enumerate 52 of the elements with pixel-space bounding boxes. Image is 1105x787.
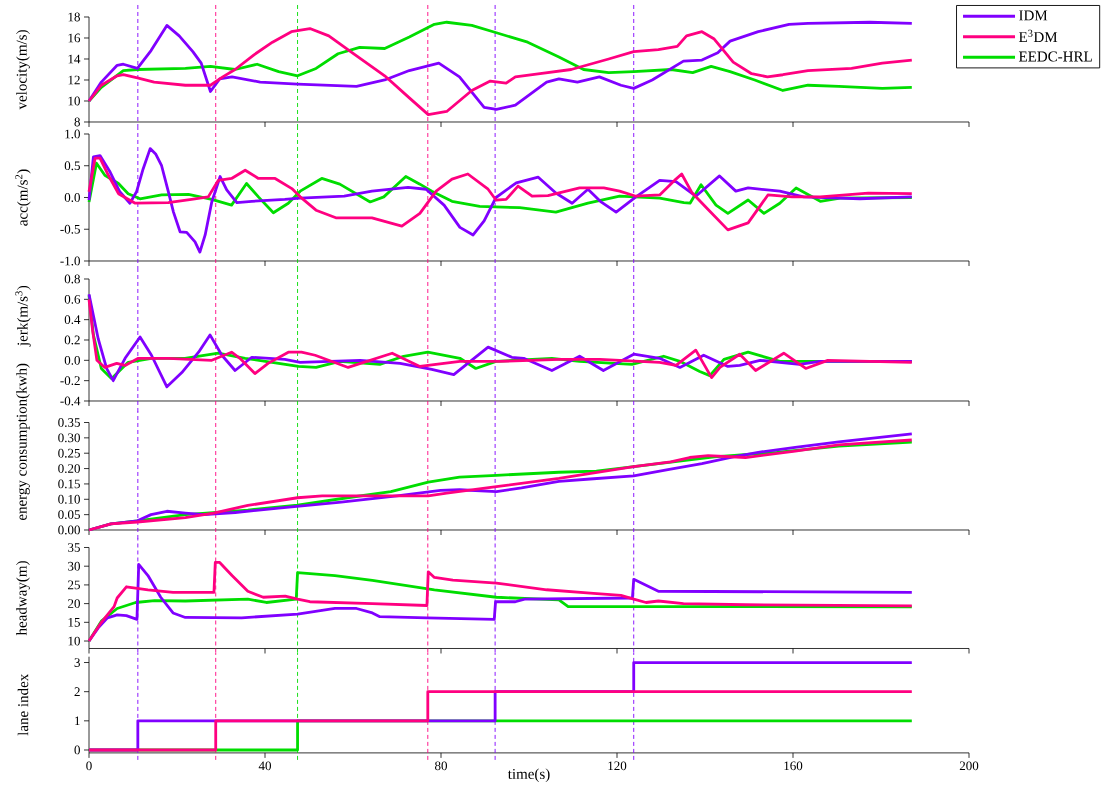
y-tick-label: 35: [68, 543, 80, 552]
y-axis-title: lane index: [17, 673, 29, 736]
y-tick-label: 18: [68, 12, 80, 22]
y-tick-label: 0.0: [64, 193, 80, 202]
y-tick-label: 0.00: [58, 525, 80, 535]
y-axis-title: acc(m/s$^{2}$): [15, 169, 31, 226]
y-tick-label: 0.2: [64, 335, 80, 345]
y-tick-label: 1.0: [65, 129, 80, 139]
legend-label: EEDC-HRL: [1018, 51, 1092, 62]
y-tick-label: 10: [68, 636, 80, 646]
y-tick-label: 0.30: [58, 433, 80, 443]
y-tick-label: 14: [68, 54, 81, 64]
x-tick-label: 200: [959, 761, 979, 771]
y-tick-label: 20: [68, 599, 80, 608]
x-tick-label: 160: [784, 761, 803, 771]
y-tick-label: -1.0: [60, 256, 80, 266]
y-tick-label: 3: [74, 658, 80, 667]
y-tick-label: -0.2: [60, 376, 80, 386]
y-tick-label: 0.6: [64, 294, 81, 304]
y-tick-label: 16: [68, 33, 81, 43]
y-tick-label: 0.5: [64, 161, 80, 171]
y-tick-label: 25: [68, 580, 80, 590]
y-tick-label: 0.4: [64, 315, 81, 325]
x-tick-label: 0: [86, 761, 92, 771]
y-axis-title: jerk(m/s$^{3}$): [15, 285, 31, 347]
y-tick-label: 30: [68, 561, 80, 571]
x-axis-title: time(s): [507, 768, 550, 783]
y-tick-label: 0: [74, 745, 80, 755]
y-tick-label: 12: [68, 75, 80, 85]
y-tick-label: 10: [68, 96, 80, 106]
x-tick-label: 120: [608, 761, 627, 771]
y-tick-label: 0.25: [58, 448, 80, 458]
legend-label: E$^{3}$DM: [1018, 29, 1058, 42]
y-tick-label: 0.8: [64, 274, 80, 284]
y-tick-label: 0.35: [58, 418, 80, 427]
y-tick-label: 0.0: [64, 355, 80, 365]
y-tick-label: 0.15: [58, 479, 80, 489]
y-axis-title: energy consumption(kwh): [16, 363, 30, 521]
y-tick-label: 0.20: [58, 464, 80, 473]
y-tick-label: 0.05: [58, 510, 80, 520]
y-tick-label: 8: [74, 117, 80, 127]
y-tick-label: -0.4: [60, 396, 81, 406]
y-axis-title: headway(m): [16, 561, 30, 636]
y-tick-label: 0.10: [58, 494, 80, 504]
x-tick-label: 80: [435, 761, 448, 771]
y-tick-label: 15: [68, 617, 80, 627]
y-tick-label: 1: [75, 716, 80, 726]
x-tick-label: 40: [258, 761, 272, 771]
legend-label: IDM: [1019, 10, 1048, 21]
y-tick-label: -0.5: [60, 224, 80, 234]
y-axis-title: velocity(m/s): [16, 30, 30, 110]
y-tick-label: 2: [74, 687, 80, 696]
